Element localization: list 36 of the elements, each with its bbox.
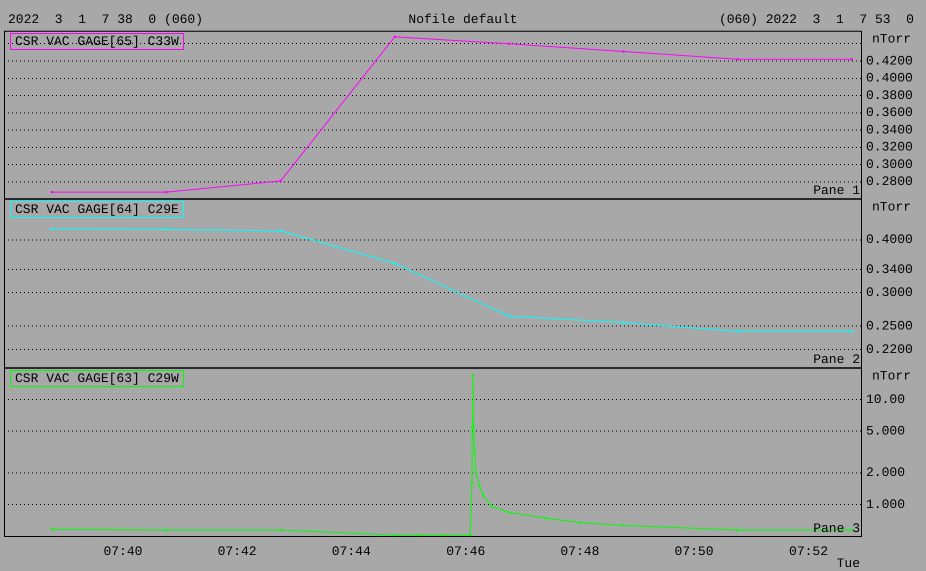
text: (060) 2022 3 1 7 53 0: [718, 12, 914, 27]
x-tick-label: 07:46: [446, 544, 486, 560]
y-tick-label: 0.2800: [866, 174, 913, 190]
x-tick-label: 07:42: [218, 544, 257, 560]
y-tick-label: 1.000: [866, 496, 906, 512]
y-tick-label: 0.3000: [866, 285, 913, 300]
y-axis-title: nTorr: [872, 200, 912, 215]
text: 2022 3 1 7 38 0 (060): [8, 12, 204, 27]
y-tick-label: 0.2200: [866, 342, 913, 358]
y-tick-label: 0.3600: [866, 105, 913, 120]
y-tick-label: 0.3400: [866, 262, 913, 278]
x-tick-label: 07:50: [674, 544, 714, 560]
y-tick-label: 2.000: [866, 465, 906, 480]
y-tick-label: 0.4000: [866, 232, 913, 248]
x-tick-label: 07:48: [560, 544, 600, 560]
text: CSR VAC GAGE[63] C29W: [10, 370, 184, 387]
y-tick-label: 0.2500: [866, 318, 913, 334]
y-tick-label: 0.3400: [866, 122, 913, 138]
chart-title: Nofile default: [408, 12, 518, 27]
y-axis-title: nTorr: [872, 368, 912, 384]
annotation: Pane 2: [813, 352, 860, 368]
y-axis-title: nTorr: [872, 32, 912, 47]
y-tick-label: 10.00: [866, 392, 906, 407]
y-tick-label: 0.3000: [866, 156, 913, 172]
y-tick-label: 0.4000: [866, 70, 913, 86]
text: Tue: [836, 556, 860, 571]
point: [544, 516, 547, 520]
y-tick-label: 5.000: [866, 423, 906, 438]
y-tick-label: 0.3800: [866, 88, 913, 103]
annotation: Pane 1: [813, 183, 860, 198]
series-label: CSR VAC GAGE[64] C29E: [10, 200, 184, 218]
y-tick-label: 0.4200: [866, 53, 913, 68]
x-tick-label: 07:40: [103, 544, 142, 560]
x-tick-label: 07:44: [332, 544, 371, 560]
y-tick-label: 0.3200: [866, 140, 913, 155]
x-tick-label: 07:52: [789, 544, 828, 560]
